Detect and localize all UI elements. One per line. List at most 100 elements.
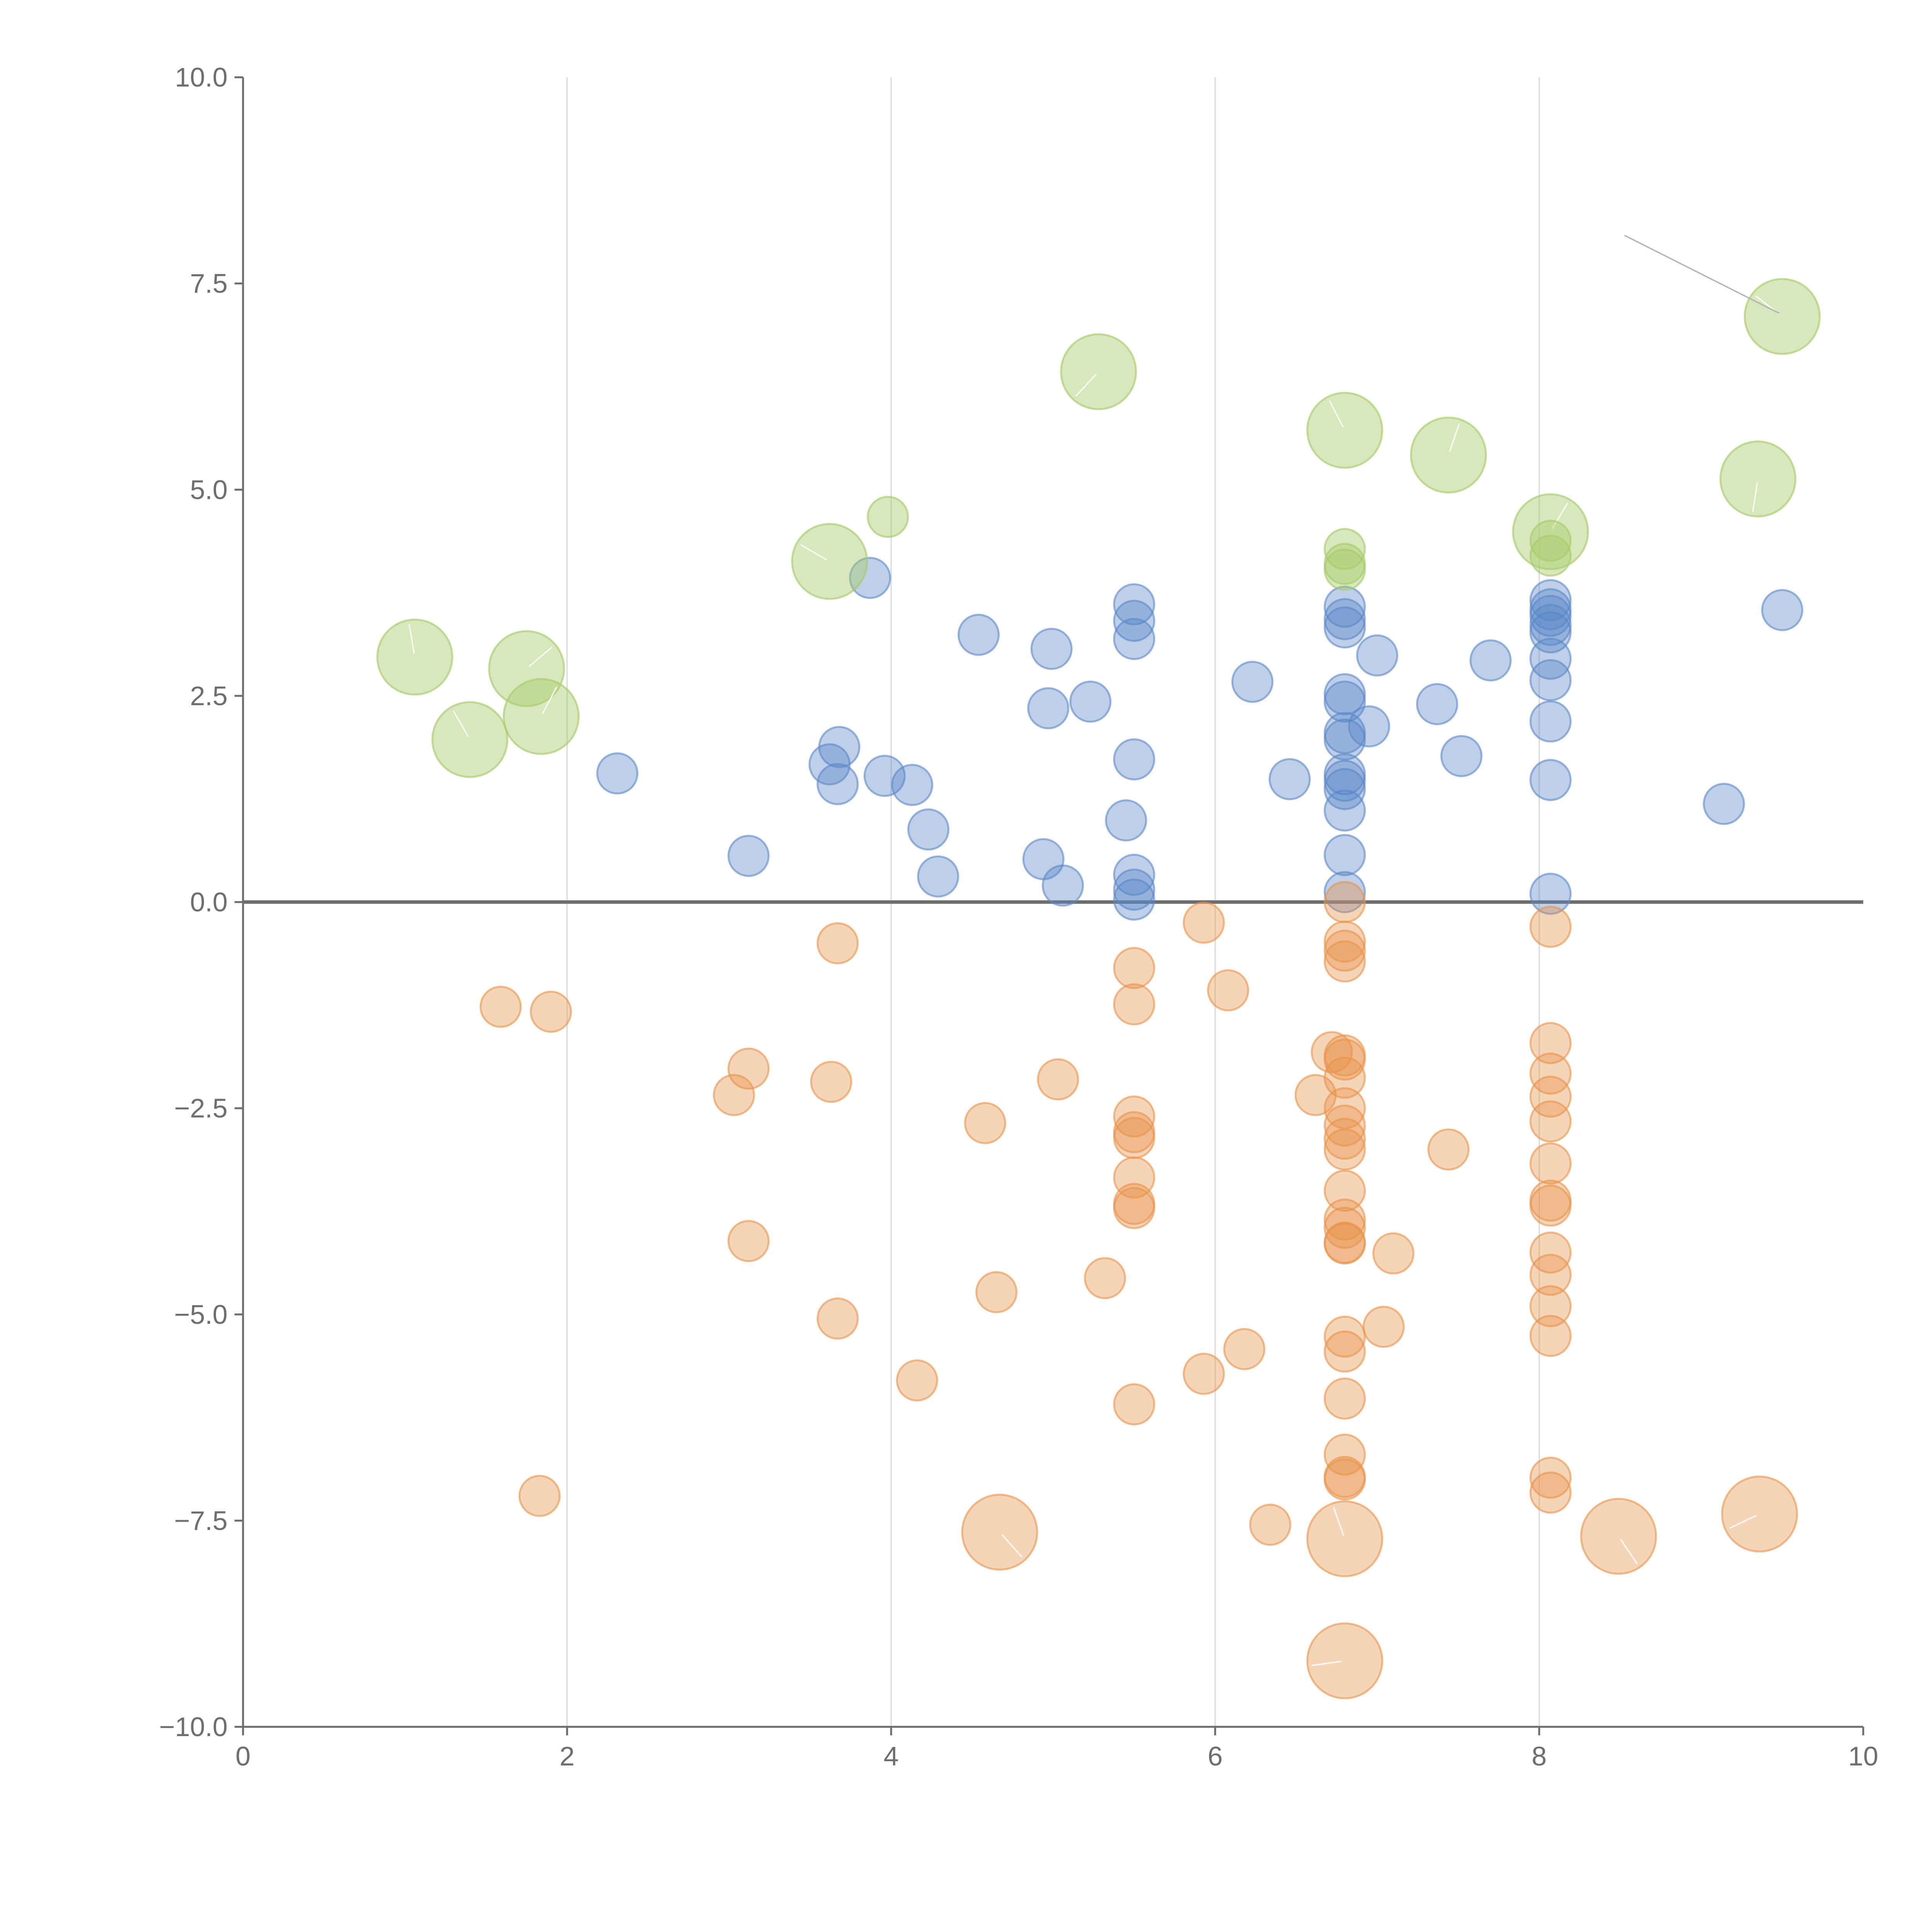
bubble-positive [1105,799,1147,842]
bubble-positive [891,764,934,806]
bubble-positive-large [488,630,565,707]
bubble-positive [1323,834,1366,876]
bubble-pointer-line [800,544,827,560]
bubble-negative [1207,969,1249,1012]
bubble-positive [1113,618,1155,660]
bubble-negative [1529,1142,1572,1185]
bubble-positive-large [1323,548,1366,591]
bubble-negative [1529,1100,1572,1143]
x-tick-label: 4 [884,1741,899,1771]
bubble-negative [1323,929,1366,972]
bubble-positive-large [431,701,509,778]
y-axis-ticks: −10.0 −7.5 −5.0 −2.5 0.0 2.5 5.0 7.5 10.0 [159,62,243,1742]
bubble-negative [1427,1128,1470,1171]
bubble-positive [1529,659,1572,701]
bubble-negative [1362,1306,1405,1348]
bubble-negative [1323,1056,1366,1099]
bubble-pointer-line [1449,423,1460,452]
bubble-positive [1113,583,1155,626]
y-tick-label: 7.5 [190,269,228,299]
bubble-pointer-line [1729,1515,1757,1529]
bubble-positive-large [1743,278,1821,355]
bubble-negative [1529,1456,1572,1499]
bubble-negative [518,1475,561,1517]
bubble-pointer-line [1329,400,1344,428]
bubble-negative [816,922,859,964]
y-tick-label: −2.5 [174,1093,228,1123]
bubble-negative [1529,1022,1572,1064]
bubble-negative [1182,901,1225,944]
x-tick-label: 2 [560,1741,575,1771]
bubble-negative [1323,1458,1366,1501]
bubble-negative [1529,1231,1572,1274]
bubble-negative [1323,1315,1366,1358]
bubble-negative [1529,1315,1572,1357]
bubble-negative [964,1102,1006,1145]
bubble-negative [1529,906,1572,948]
bubble-positive [1761,589,1803,631]
bubble-positive [1113,878,1155,921]
bubble-positive [1529,759,1572,801]
bubble-positive [1529,579,1572,621]
bubble-negative-large [961,1493,1038,1571]
y-tick-label: 10.0 [175,62,228,92]
bubble-negative [1037,1058,1079,1100]
bubble-positive [1113,854,1155,896]
bubble-positive [957,614,1000,656]
bubble-positive [1323,606,1366,649]
bubble-positive [818,726,861,768]
bubble-negative [1529,1052,1572,1095]
bubble-positive-large [1410,417,1487,494]
bubble-negative [1323,881,1366,923]
x-tick-label: 0 [236,1741,251,1771]
y-tick-label: −5.0 [174,1299,228,1330]
bubble-positive [1323,871,1366,913]
bubble-pointer-line [1552,503,1568,529]
bubble-positive [1113,738,1155,781]
bubble-negative [1529,1285,1572,1327]
bubble-positive [1529,700,1572,743]
bubble-negative [896,1359,938,1402]
bubble-negative [1529,1471,1572,1514]
bubble-pointer-line [529,646,553,667]
bubble-negative [1323,1434,1366,1476]
bubble-positive [1027,687,1070,730]
bubble-negative [727,1220,770,1262]
x-tick-label: 6 [1208,1741,1223,1771]
bubble-negative [530,990,572,1033]
bubble-negative [1323,1104,1366,1147]
bubble-negative-large [1306,1500,1383,1577]
bubbles [376,278,1821,1699]
x-axis-ticks: 0 2 4 6 8 10 [236,1727,1878,1771]
bubble-positive-large [1306,392,1383,469]
bubble-positive-large [1060,333,1137,410]
bubble-negative [1113,983,1155,1026]
bubble-negative [1084,1257,1126,1299]
bubble-positive [1042,864,1084,907]
bubble-negative [1323,1087,1366,1129]
bubble-positive-large [1719,440,1796,518]
bubble-negative [816,1297,859,1340]
bubble-positive [907,808,950,851]
bubble-positive [863,755,906,797]
bubble-negative [1323,940,1366,983]
bubble-negative [1113,1187,1155,1229]
bubble-positive [1113,868,1155,911]
bubble-negative [1249,1503,1291,1546]
bubble-positive [1069,680,1112,723]
bubble-positive [727,835,770,877]
bubble-positive-large [1529,534,1572,577]
y-tick-label: 5.0 [190,474,228,505]
bubble-positive [1269,758,1311,800]
bubble-negative [727,1048,770,1090]
bubble-negative-large [1721,1475,1798,1553]
bubble-positive [596,752,639,795]
bubble-pointer-line [542,687,557,714]
bubble-positive [1702,782,1745,825]
bubble-negative [1223,1328,1265,1370]
x-tick-label: 10 [1848,1741,1878,1771]
bubble-negative [1323,1038,1366,1081]
bubble-positive [1469,639,1512,682]
bubble-positive-large [376,619,453,696]
